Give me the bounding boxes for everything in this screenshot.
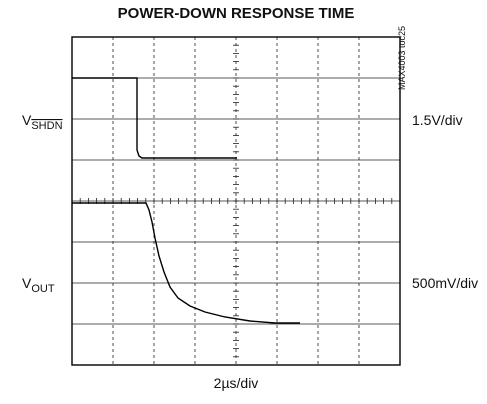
- channel-label: VOUT: [22, 275, 55, 295]
- label-main: V: [22, 112, 32, 128]
- graticule: [71, 36, 401, 366]
- label-sub: SHDN: [31, 120, 62, 132]
- figure-code: MAX4003 toc25: [397, 26, 407, 90]
- label-sub: OUT: [31, 283, 55, 295]
- timebase: 2µs/div: [214, 375, 259, 391]
- title: POWER-DOWN RESPONSE TIME: [118, 5, 355, 22]
- plot-frame: [71, 36, 401, 366]
- channel-scale: 500mV/div: [412, 275, 478, 291]
- label-main: V: [22, 275, 32, 291]
- vout-trace: [72, 202, 300, 324]
- channel-scale: 1.5V/div: [412, 112, 463, 128]
- channel-label: VSHDN: [22, 112, 63, 132]
- shdn-trace: [72, 77, 237, 159]
